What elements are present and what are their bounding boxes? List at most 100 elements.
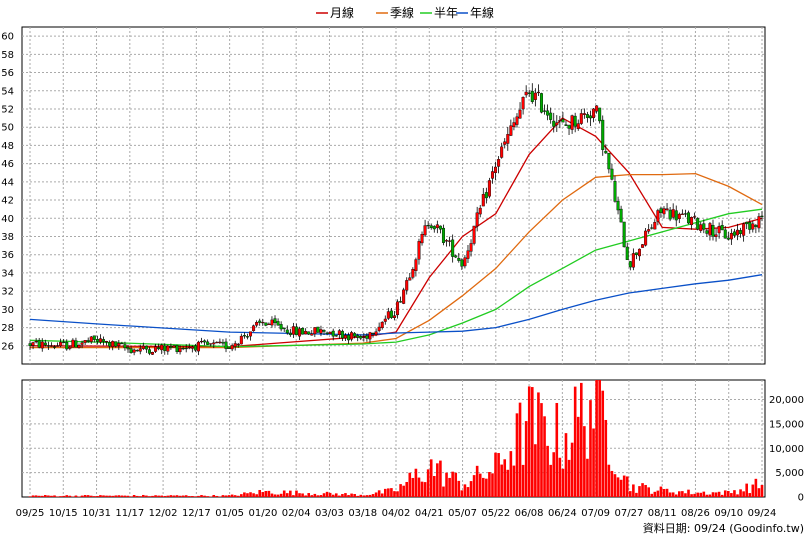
volume-bar — [509, 451, 513, 497]
volume-bar — [341, 494, 344, 497]
moving-average-lines — [29, 117, 763, 349]
volume-bar — [142, 494, 145, 497]
candle-body — [677, 213, 681, 219]
volume-bar — [362, 495, 366, 497]
volume-axis: 0 5,000 10,000 15,000 20,000 — [769, 395, 804, 504]
volume-bar — [739, 489, 742, 497]
price-tick-label: 30 — [1, 305, 14, 316]
volume-bar — [690, 494, 693, 497]
candle-body — [310, 333, 314, 336]
volume-bar — [417, 477, 421, 497]
volume-bar — [530, 387, 534, 497]
volume-bar — [423, 482, 427, 497]
volume-bar — [681, 491, 684, 497]
candle-body — [40, 341, 44, 349]
volume-bar — [215, 495, 219, 497]
candle-body — [227, 347, 231, 349]
date-tick-label: 06/08 — [515, 508, 544, 519]
candle-body — [503, 141, 507, 145]
volume-bar — [668, 492, 672, 497]
volume-bar — [347, 495, 350, 497]
volume-bar — [727, 490, 730, 497]
volume-bar — [181, 495, 185, 497]
volume-bar — [549, 464, 552, 497]
candle-body — [242, 335, 246, 337]
volume-bar — [390, 488, 393, 497]
volume-bar — [264, 491, 268, 497]
candle-body — [276, 321, 280, 326]
candle-body — [543, 110, 547, 112]
volume-bar — [561, 468, 565, 497]
candle-body — [386, 311, 390, 319]
volume-bar — [439, 460, 442, 497]
volume-bar — [194, 496, 197, 497]
candle-body — [368, 332, 372, 340]
candle-body — [616, 200, 620, 211]
volume-bar — [356, 495, 360, 497]
volume-bar — [28, 496, 32, 497]
candle-body — [619, 208, 623, 223]
price-tick-label: 56 — [1, 68, 14, 79]
candle-body — [163, 345, 167, 351]
volume-bar — [368, 494, 372, 497]
candle-body — [552, 120, 556, 127]
volume-bar — [191, 496, 194, 497]
candle-body — [429, 225, 433, 228]
volume-bar — [221, 495, 225, 497]
candle-body — [132, 349, 136, 353]
volume-bar — [420, 481, 424, 497]
candle-body — [34, 341, 38, 343]
volume-bar — [380, 493, 384, 497]
candle-body — [380, 321, 384, 329]
volume-bar — [524, 421, 528, 497]
candle-body — [751, 223, 755, 230]
volume-bar — [445, 472, 448, 497]
candle-body — [726, 237, 730, 240]
candle-body — [481, 194, 485, 207]
date-tick-label: 03/18 — [348, 508, 377, 519]
candle-body — [108, 342, 112, 347]
candle-body — [631, 253, 635, 268]
date-tick-label: 04/02 — [382, 508, 411, 519]
volume-bar — [451, 471, 454, 497]
volume-bar — [224, 495, 228, 497]
candle-body — [129, 348, 133, 354]
date-tick-label: 12/17 — [182, 508, 211, 519]
volume-bar — [359, 494, 363, 497]
price-tick-label: 28 — [1, 323, 14, 334]
volume-bar — [402, 485, 405, 497]
candle-body — [521, 97, 525, 110]
price-tick-label: 40 — [1, 214, 14, 225]
volume-bar — [135, 495, 139, 497]
volume-bar — [96, 495, 99, 497]
date-tick-label: 06/24 — [548, 508, 577, 519]
volume-bar — [653, 491, 657, 497]
volume-bar — [322, 493, 326, 497]
volume-tick-label: 5,000 — [775, 468, 804, 479]
volume-bar — [408, 472, 412, 497]
price-tick-label: 32 — [1, 287, 14, 298]
candle-body — [592, 108, 596, 119]
volume-bar — [696, 492, 699, 497]
volume-bar — [74, 495, 78, 497]
candle-body — [570, 115, 574, 130]
volume-bar — [733, 490, 736, 497]
candle-body — [328, 331, 332, 334]
candle-body — [71, 339, 75, 348]
volume-bar — [258, 489, 262, 497]
volume-bar — [102, 495, 105, 497]
candle-body — [748, 221, 752, 230]
candle-body — [340, 330, 344, 339]
candle-body — [582, 113, 586, 115]
date-tick-label: 07/27 — [614, 508, 643, 519]
volume-bar — [748, 493, 752, 497]
volume-bar — [93, 496, 96, 497]
candlesticks — [28, 83, 764, 356]
candle-body — [49, 345, 53, 347]
candle-body — [561, 119, 565, 123]
volume-bar — [629, 491, 632, 497]
volume-bar — [429, 459, 433, 497]
volume-bar — [730, 493, 733, 497]
candle-body — [141, 345, 145, 349]
candle-body — [714, 234, 718, 237]
